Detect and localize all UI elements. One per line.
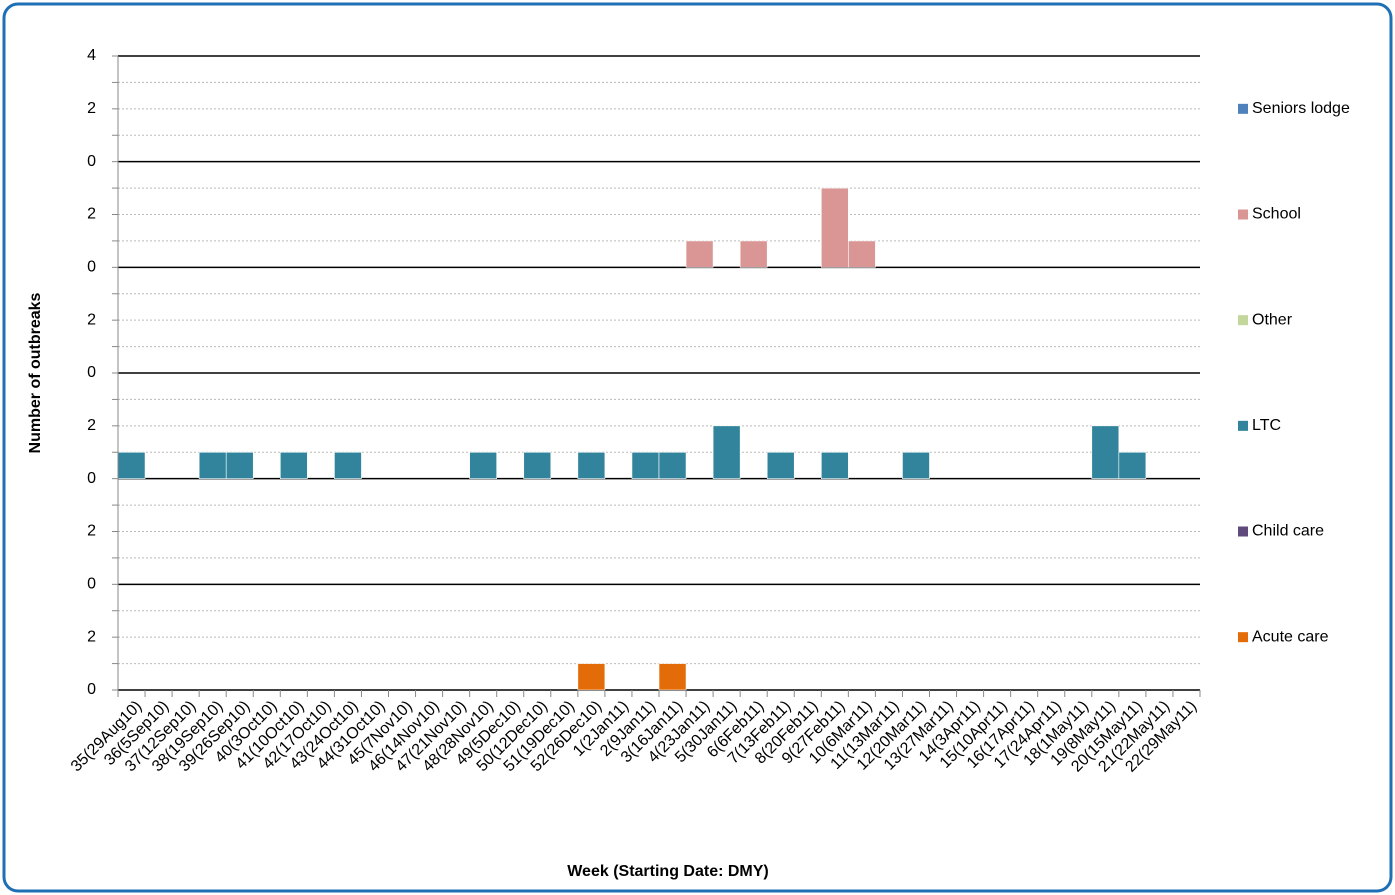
y-tick-label: 0 (87, 364, 96, 381)
y-tick-label: 0 (87, 470, 96, 487)
legend-swatch (1238, 420, 1248, 431)
y-tick-label: 4 (87, 47, 96, 64)
legend-label: Seniors lodge (1252, 100, 1350, 117)
bar (902, 451, 930, 479)
legend-label: LTC (1252, 417, 1281, 434)
bar (279, 451, 308, 479)
x-axis-label: Week (Starting Date: DMY) (567, 863, 769, 880)
legend-swatch (1238, 526, 1248, 537)
bar (1118, 451, 1147, 479)
bar (523, 451, 552, 479)
y-axis-label: Number of outbreaks (27, 292, 44, 453)
legend-swatch (1238, 209, 1248, 220)
y-tick-label: 2 (87, 523, 96, 540)
bar (685, 240, 714, 268)
bar (766, 451, 795, 479)
legend-swatch (1238, 632, 1248, 643)
legend-label: Child care (1252, 523, 1324, 540)
y-tick-label: 0 (87, 153, 96, 170)
bar (1091, 425, 1120, 479)
bar (631, 451, 660, 479)
y-tick-label: 0 (87, 681, 96, 698)
y-tick-label: 0 (87, 576, 96, 593)
y-tick-label: 2 (87, 100, 96, 117)
y-tick-label: 2 (87, 417, 96, 434)
y-tick-label: 0 (87, 259, 96, 276)
bar (198, 451, 227, 479)
bar (577, 451, 606, 479)
legend-swatch (1238, 103, 1248, 114)
y-tick-label: 2 (87, 628, 96, 645)
legend-swatch (1238, 315, 1248, 326)
bar (820, 187, 849, 268)
bar (658, 663, 687, 691)
legend-label: Other (1252, 311, 1293, 328)
bar (117, 451, 146, 479)
bar (820, 451, 849, 479)
y-tick-label: 2 (87, 206, 96, 223)
bar (469, 451, 497, 479)
y-tick-label: 2 (87, 311, 96, 328)
bar (334, 451, 362, 479)
legend-label: School (1252, 206, 1301, 223)
bar (225, 451, 254, 479)
legend-label: Acute care (1252, 628, 1329, 645)
bar (712, 425, 741, 479)
bar (658, 451, 687, 479)
bar (848, 240, 876, 268)
bar (577, 663, 606, 691)
bar (739, 240, 768, 268)
